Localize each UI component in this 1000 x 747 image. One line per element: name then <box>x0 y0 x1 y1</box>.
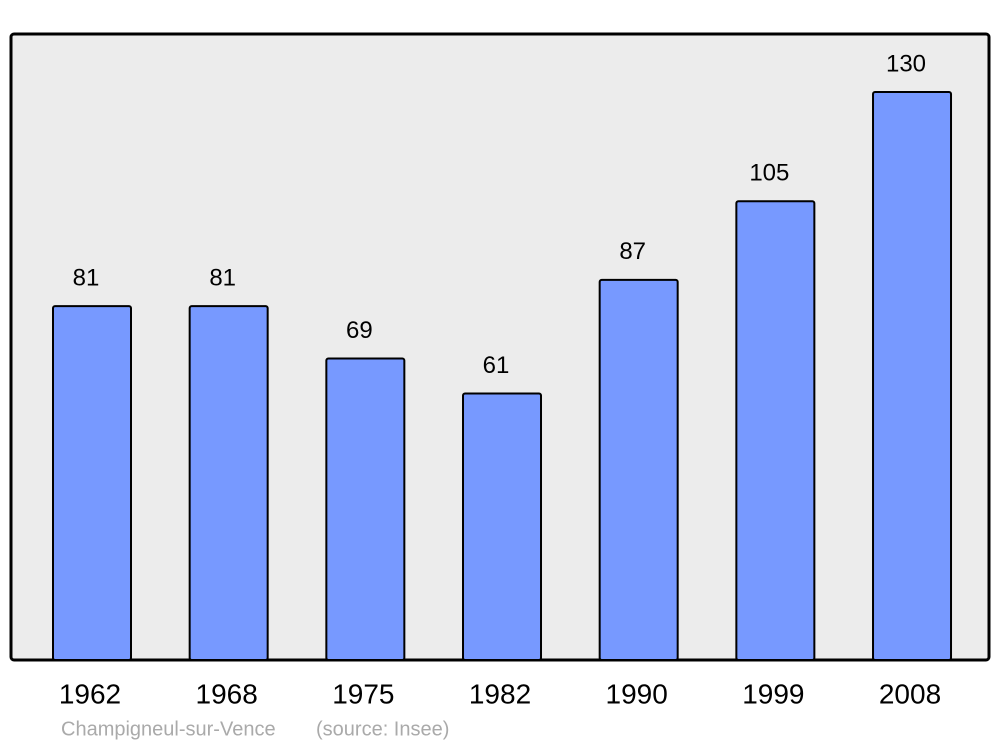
bar <box>325 357 406 661</box>
value-label: 81 <box>73 264 100 291</box>
x-tick-label: 1999 <box>742 678 804 709</box>
x-tick-label: 1982 <box>469 678 531 709</box>
bar <box>598 278 679 661</box>
x-tick-label: 1968 <box>196 678 258 709</box>
value-label: 61 <box>483 352 510 379</box>
x-tick-label: 1975 <box>332 678 394 709</box>
value-label: 130 <box>886 50 926 77</box>
value-label: 87 <box>619 238 646 265</box>
source: (source: Insee) <box>316 718 449 740</box>
bar <box>462 392 543 661</box>
x-tick-label: 1990 <box>606 678 668 709</box>
bar <box>735 200 816 661</box>
bar <box>188 305 269 661</box>
value-label: 105 <box>749 160 789 187</box>
caption: Champigneul-sur-Vence <box>61 718 276 740</box>
bar <box>52 305 132 661</box>
x-tick-label: 1962 <box>59 678 121 709</box>
x-tick-label: 2008 <box>879 678 941 709</box>
value-label: 69 <box>346 317 373 344</box>
bar <box>872 91 953 661</box>
value-label: 81 <box>209 264 236 291</box>
